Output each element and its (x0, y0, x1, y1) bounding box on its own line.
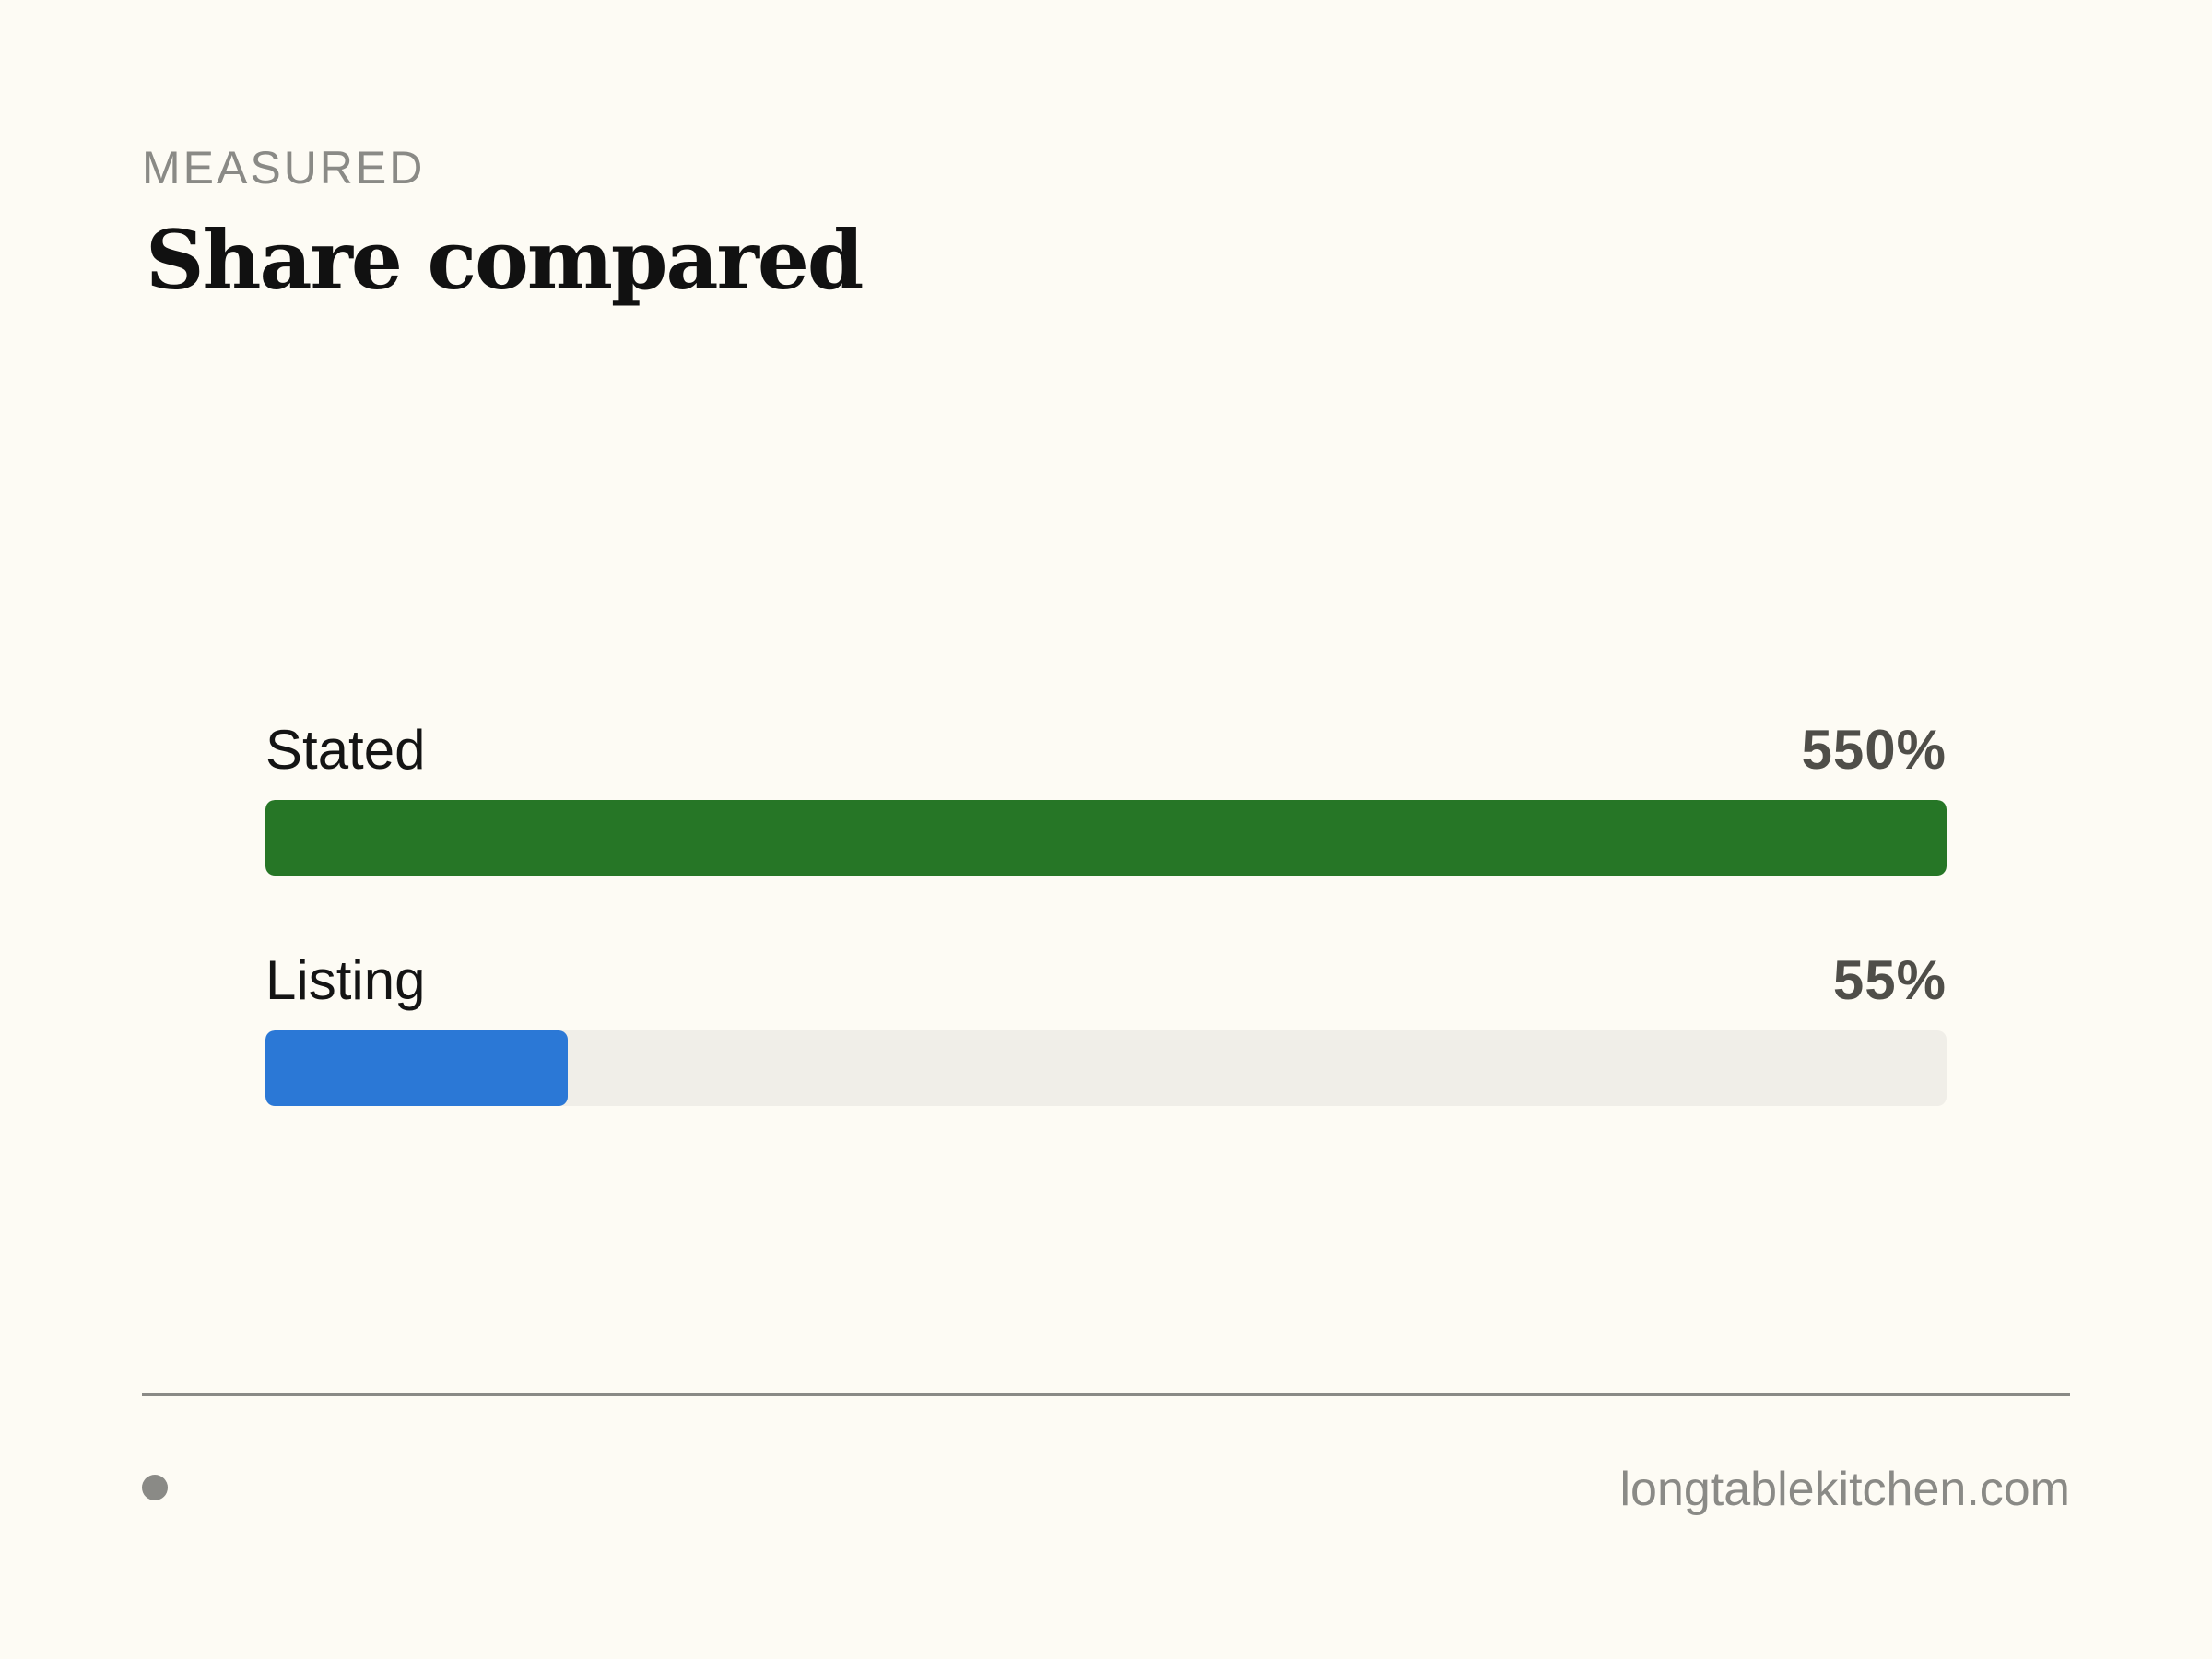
bar-fill-stated (265, 800, 1947, 876)
bar-row-listing: Listing 55% (265, 931, 1947, 1115)
bar-chart: Stated 550% Listing 55% (265, 700, 1947, 1143)
bar-label: Listing (265, 949, 426, 1011)
bar-track (265, 1030, 1947, 1106)
page-title: Share compared (146, 212, 864, 308)
eyebrow-label: MEASURED (142, 142, 426, 194)
bar-value-label: 550% (1801, 719, 1947, 781)
bar-value-label: 55% (1832, 949, 1947, 1011)
footer-divider (142, 1393, 2070, 1396)
bar-row-stated: Stated 550% (265, 700, 1947, 885)
bullet-dot-icon (142, 1475, 168, 1500)
bar-fill-listing (265, 1030, 568, 1106)
bar-label: Stated (265, 719, 426, 781)
bar-track (265, 800, 1947, 876)
footer-site-url: longtablekitchen.com (1619, 1463, 2070, 1516)
